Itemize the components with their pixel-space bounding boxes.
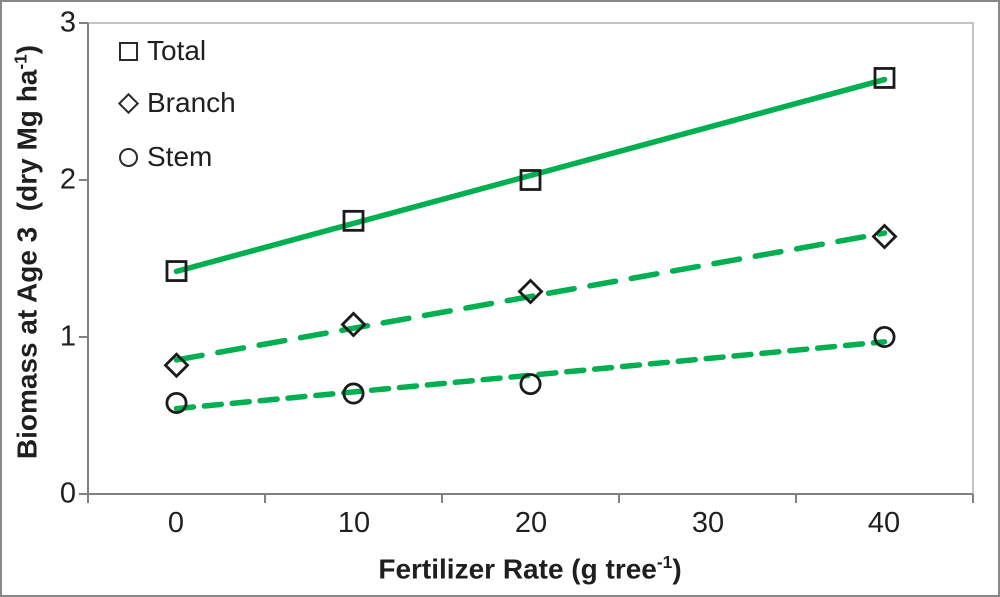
y-tick-label-3: 3 <box>59 6 76 39</box>
x-tick-label-30: 30 <box>691 507 725 539</box>
x-tick-label-0: 0 <box>167 507 185 539</box>
legend-item-stem: Stem <box>119 143 212 171</box>
diamond-marker-icon <box>117 92 140 114</box>
legend-item-total: Total <box>119 37 206 65</box>
x-tick-label-10: 10 <box>337 507 371 539</box>
trendline-branch <box>173 230 888 363</box>
x-axis-title-text: Fertilizer Rate (g tree <box>378 553 657 585</box>
legend-label-total: Total <box>147 35 207 66</box>
x-tick-label-20: 20 <box>514 507 548 539</box>
y-tick-label-1: 1 <box>59 320 76 353</box>
y-axis-title-close: ) <box>11 44 43 55</box>
legend-label-stem: Stem <box>147 141 213 172</box>
marker-total-10 <box>342 209 365 232</box>
marker-total-40 <box>873 67 896 89</box>
marker-total-0 <box>165 260 188 282</box>
marker-branch-0 <box>163 352 190 379</box>
marker-stem-10 <box>342 382 365 405</box>
marker-branch-40 <box>871 223 898 250</box>
marker-branch-10 <box>340 311 367 338</box>
y-tick-label-2: 2 <box>59 163 76 196</box>
circle-marker-icon <box>119 147 138 167</box>
x-axis-title-superscript: -1 <box>656 552 673 572</box>
trendline-total <box>173 76 888 275</box>
x-axis-title: Fertilizer Rate (g tree-1) <box>378 552 682 585</box>
legend-item-branch: Branch <box>117 87 236 118</box>
y-axis-title-text: Biomass at Age 3 (dry Mg ha <box>11 69 43 460</box>
marker-stem-40 <box>873 325 896 348</box>
x-tick-label-40: 40 <box>867 507 901 539</box>
y-tick-label-0: 0 <box>59 477 76 510</box>
marker-total-20 <box>519 169 542 191</box>
marker-branch-20 <box>517 278 544 305</box>
marker-stem-20 <box>519 373 542 396</box>
y-axis-title-superscript: -1 <box>10 54 31 70</box>
marker-stem-0 <box>165 391 188 414</box>
legend-label-branch: Branch <box>147 87 236 118</box>
y-axis-title: Biomass at Age 3 (dry Mg ha-1) <box>10 44 43 460</box>
square-marker-icon <box>119 41 138 61</box>
x-axis-title-close: ) <box>672 553 682 585</box>
